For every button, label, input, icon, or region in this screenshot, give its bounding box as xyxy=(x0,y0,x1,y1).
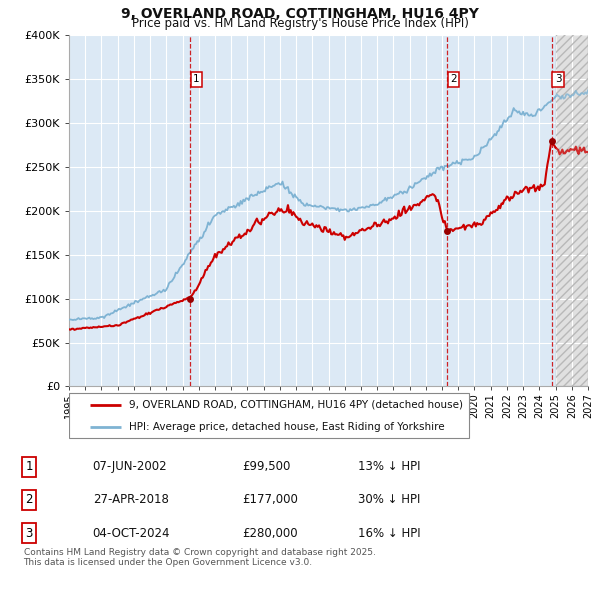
Text: £280,000: £280,000 xyxy=(242,526,298,540)
Bar xyxy=(556,35,588,386)
Text: 1: 1 xyxy=(193,74,200,84)
Text: 30% ↓ HPI: 30% ↓ HPI xyxy=(358,493,420,506)
Text: Price paid vs. HM Land Registry's House Price Index (HPI): Price paid vs. HM Land Registry's House … xyxy=(131,17,469,30)
Text: £177,000: £177,000 xyxy=(242,493,298,506)
FancyBboxPatch shape xyxy=(69,392,469,438)
Text: 9, OVERLAND ROAD, COTTINGHAM, HU16 4PY: 9, OVERLAND ROAD, COTTINGHAM, HU16 4PY xyxy=(121,6,479,21)
Text: 04-OCT-2024: 04-OCT-2024 xyxy=(92,526,170,540)
Text: 3: 3 xyxy=(555,74,562,84)
Text: 9, OVERLAND ROAD, COTTINGHAM, HU16 4PY (detached house): 9, OVERLAND ROAD, COTTINGHAM, HU16 4PY (… xyxy=(128,399,463,409)
Text: 13% ↓ HPI: 13% ↓ HPI xyxy=(358,460,420,473)
Text: 2: 2 xyxy=(451,74,457,84)
Text: 27-APR-2018: 27-APR-2018 xyxy=(92,493,169,506)
Bar xyxy=(69,35,556,386)
Text: £99,500: £99,500 xyxy=(242,460,291,473)
Text: 16% ↓ HPI: 16% ↓ HPI xyxy=(358,526,420,540)
Text: HPI: Average price, detached house, East Riding of Yorkshire: HPI: Average price, detached house, East… xyxy=(128,422,445,432)
Text: 2: 2 xyxy=(26,493,33,506)
Text: 1: 1 xyxy=(26,460,33,473)
Text: 3: 3 xyxy=(26,526,33,540)
Bar xyxy=(556,35,588,386)
Text: Contains HM Land Registry data © Crown copyright and database right 2025.
This d: Contains HM Land Registry data © Crown c… xyxy=(23,548,376,567)
Text: 07-JUN-2002: 07-JUN-2002 xyxy=(92,460,167,473)
